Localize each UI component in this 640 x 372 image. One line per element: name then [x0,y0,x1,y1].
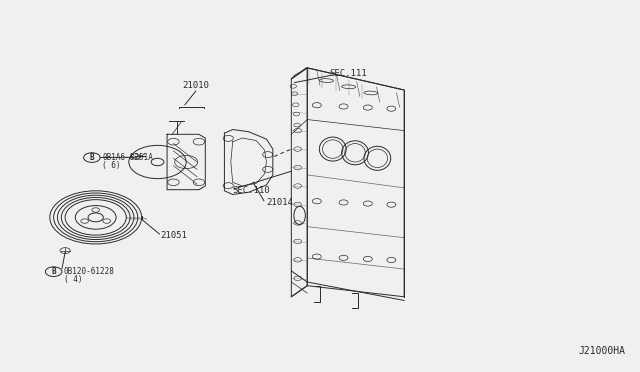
Text: B: B [51,267,56,276]
Text: 21051: 21051 [161,231,188,240]
Text: 21010: 21010 [182,81,209,90]
Text: J21000HA: J21000HA [579,346,626,356]
Text: 21014: 21014 [266,198,292,207]
Text: ( 4): ( 4) [64,275,83,284]
Text: SEC.111: SEC.111 [330,69,367,78]
Text: 0B120-61228: 0B120-61228 [64,267,115,276]
Text: 0B1A6-8251A: 0B1A6-8251A [102,153,153,162]
Text: SEC.110: SEC.110 [233,186,270,195]
Text: B: B [90,153,94,162]
Text: ( 6): ( 6) [102,161,120,170]
